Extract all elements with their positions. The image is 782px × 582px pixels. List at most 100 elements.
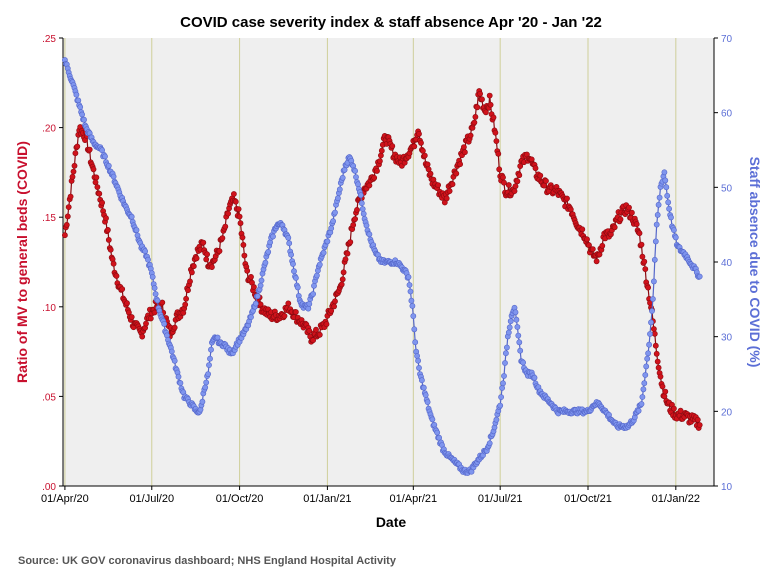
staff-absence-point	[306, 300, 313, 307]
staff-absence-point	[531, 374, 538, 381]
mv-ratio-point	[204, 251, 210, 258]
staff-absence-point	[412, 339, 419, 346]
mv-ratio-point	[352, 216, 358, 222]
staff-absence-point	[313, 272, 320, 279]
mv-ratio-point	[225, 210, 231, 217]
mv-ratio-point	[487, 101, 494, 108]
staff-absence-point	[292, 275, 299, 281]
mv-ratio-point	[240, 241, 247, 248]
mv-ratio-point	[113, 273, 120, 279]
staff-absence-point	[286, 240, 293, 247]
mv-ratio-point	[457, 161, 463, 168]
mv-ratio-point	[63, 221, 70, 228]
staff-absence-point	[288, 251, 294, 258]
staff-absence-point	[514, 324, 521, 330]
staff-absence-point	[642, 372, 649, 378]
mv-ratio-point	[629, 209, 635, 216]
mv-ratio-point	[250, 284, 257, 290]
mv-ratio-point	[339, 276, 346, 283]
staff-absence-point	[357, 192, 364, 199]
staff-absence-point	[363, 222, 370, 229]
left-tick-label: .00	[42, 482, 56, 493]
mv-ratio-point	[514, 178, 521, 185]
staff-absence-point	[648, 319, 654, 326]
mv-ratio-point	[427, 170, 434, 177]
mv-ratio-point	[460, 144, 467, 150]
staff-absence-point	[149, 273, 156, 280]
mv-ratio-point	[171, 324, 178, 331]
staff-absence-point	[415, 357, 421, 364]
staff-absence-point	[339, 174, 346, 181]
mv-ratio-point	[331, 303, 337, 310]
staff-absence-point	[653, 221, 660, 228]
mv-ratio-point	[378, 147, 385, 154]
staff-absence-point	[498, 394, 504, 400]
mv-ratio-point	[501, 179, 507, 186]
staff-absence-point	[336, 186, 343, 193]
mv-ratio-point	[281, 313, 288, 319]
staff-absence-point	[486, 440, 493, 447]
mv-ratio-point	[347, 239, 354, 245]
staff-absence-point	[651, 278, 657, 285]
staff-absence-point	[105, 162, 112, 169]
mv-ratio-point	[241, 252, 248, 259]
mv-ratio-point	[340, 269, 347, 276]
mv-ratio-point	[477, 90, 483, 97]
staff-absence-point	[360, 210, 367, 217]
mv-ratio-point	[105, 226, 111, 233]
mv-ratio-point	[371, 174, 378, 181]
staff-absence-point	[646, 341, 652, 348]
staff-absence-point	[497, 402, 504, 409]
staff-absence-point	[499, 385, 505, 391]
staff-absence-point	[208, 346, 214, 353]
left-axis-ticks: .00 .05 .10 .15 .20 .25	[42, 34, 63, 493]
mv-ratio-point	[495, 150, 502, 157]
staff-absence-point	[506, 324, 513, 331]
mv-ratio-point	[589, 246, 596, 252]
staff-absence-point	[411, 326, 418, 333]
staff-absence-point	[334, 195, 341, 202]
source-note: Source: UK GOV coronavirus dashboard; NH…	[18, 555, 397, 567]
staff-absence-point	[152, 291, 159, 297]
staff-absence-point	[311, 282, 317, 289]
staff-absence-point	[420, 384, 427, 391]
staff-absence-point	[408, 297, 415, 304]
right-tick-label: 40	[721, 258, 733, 269]
mv-ratio-point	[611, 224, 618, 231]
staff-absence-point	[262, 259, 269, 266]
mv-ratio-point	[67, 193, 74, 200]
staff-absence-point	[151, 285, 158, 291]
mv-ratio-point	[110, 260, 117, 267]
left-tick-label: .10	[42, 303, 56, 314]
staff-absence-point	[650, 296, 656, 302]
staff-absence-point	[177, 380, 184, 386]
staff-absence-point	[252, 300, 259, 307]
mv-ratio-point	[446, 188, 453, 194]
mv-ratio-point	[416, 130, 422, 137]
staff-absence-point	[133, 227, 140, 233]
staff-absence-point	[409, 302, 416, 309]
mv-ratio-point	[657, 373, 664, 380]
staff-absence-point	[405, 274, 412, 280]
right-tick-label: 10	[721, 482, 733, 493]
mv-ratio-point	[188, 269, 195, 276]
mv-ratio-point	[232, 198, 239, 205]
staff-absence-point	[110, 173, 117, 180]
staff-absence-point	[359, 206, 366, 212]
mv-ratio-point	[74, 143, 81, 150]
staff-absence-point	[434, 429, 441, 436]
mv-ratio-point	[105, 236, 112, 243]
mv-ratio-point	[239, 234, 246, 241]
staff-absence-point	[265, 248, 272, 255]
mv-ratio-point	[237, 220, 244, 227]
x-axis-label: Date	[376, 514, 407, 530]
staff-absence-point	[77, 104, 84, 110]
staff-absence-point	[258, 277, 265, 284]
mv-ratio-point	[200, 239, 207, 246]
mv-ratio-point	[338, 281, 345, 288]
mv-ratio-point	[696, 422, 703, 428]
staff-absence-point	[207, 355, 213, 362]
right-tick-label: 70	[721, 34, 733, 45]
mv-ratio-point	[639, 253, 646, 260]
mv-ratio-point	[453, 170, 460, 177]
